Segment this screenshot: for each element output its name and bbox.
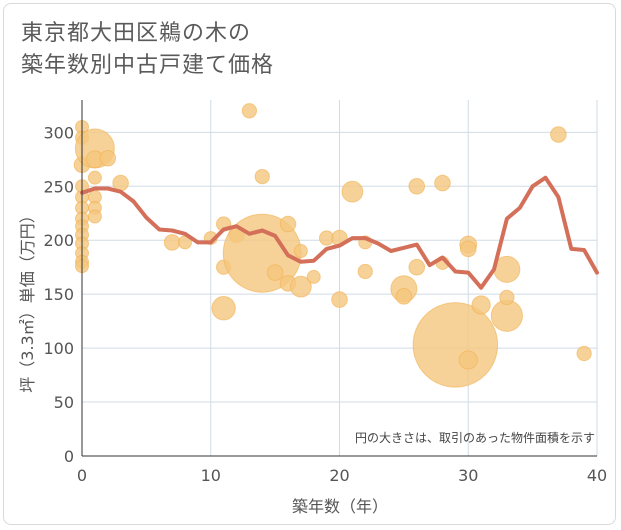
x-tick-label: 0: [77, 466, 87, 485]
data-bubble: [471, 295, 491, 315]
data-bubble: [306, 269, 321, 284]
data-bubble: [331, 291, 348, 308]
x-tick-label: 10: [201, 466, 221, 485]
bubble-layer: [73, 103, 592, 388]
y-tick-label: 250: [43, 177, 74, 196]
data-bubble: [499, 289, 515, 306]
y-tick-label: 200: [43, 231, 74, 250]
y-tick-label: 300: [43, 123, 74, 142]
data-bubble: [87, 170, 102, 185]
data-bubble: [395, 288, 413, 305]
data-bubble: [279, 215, 297, 233]
x-tick-label: 20: [329, 466, 349, 485]
data-bubble: [434, 174, 451, 192]
tick-labels: 0 10 20 30 40 0 50 100 150 200 250 300: [43, 123, 607, 485]
data-bubble: [550, 126, 567, 143]
data-bubble: [266, 264, 284, 281]
chart-title-line1: 東京都大田区鵜の木の: [21, 21, 252, 46]
data-bubble: [211, 296, 236, 321]
data-bubble: [576, 345, 592, 362]
y-tick-label: 100: [43, 339, 74, 358]
trend-line: [80, 175, 599, 290]
x-tick-label: 30: [458, 466, 478, 485]
y-tick-label: 0: [64, 447, 74, 466]
data-bubble: [341, 180, 364, 203]
x-axis-label: 築年数（年）: [292, 497, 388, 516]
y-tick-label: 50: [54, 393, 74, 412]
size-note: 円の大きさは、取引のあった物件面積を示す: [355, 430, 595, 445]
data-bubble: [289, 275, 312, 298]
data-bubble: [87, 209, 102, 224]
data-bubble: [99, 149, 117, 167]
y-tick-label: 150: [43, 285, 74, 304]
data-bubble: [408, 178, 426, 195]
data-bubble: [254, 168, 270, 185]
data-bubble: [459, 240, 477, 258]
y-axis-label: 坪（3.3㎡）単価（万円）: [18, 207, 37, 392]
data-bubble: [357, 263, 373, 280]
x-tick-label: 40: [587, 466, 607, 485]
data-bubble: [408, 258, 426, 276]
axes: [81, 100, 597, 457]
data-bubble: [458, 350, 478, 370]
data-bubble: [412, 302, 499, 388]
data-bubble: [293, 244, 308, 259]
chart-title-line2: 築年数別中古戸建て価格: [21, 53, 275, 78]
chart-title: 東京都大田区鵜の木の 築年数別中古戸建て価格: [21, 18, 274, 82]
data-bubble: [241, 103, 258, 119]
grid-lines: [82, 100, 598, 456]
data-bubble: [163, 234, 181, 251]
